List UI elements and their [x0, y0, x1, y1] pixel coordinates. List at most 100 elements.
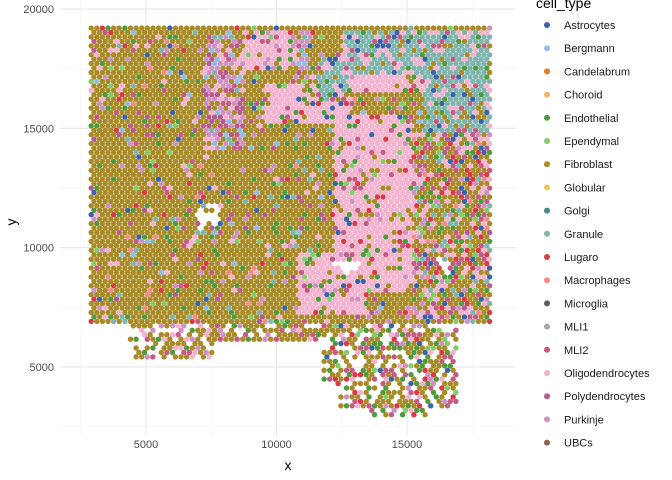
data-point: [290, 220, 296, 227]
data-point: [242, 38, 249, 45]
data-point: [282, 323, 288, 329]
data-point: [155, 105, 162, 111]
data-point: [312, 265, 319, 271]
data-point: [439, 145, 445, 151]
data-point: [422, 145, 428, 151]
data-point: [414, 265, 420, 271]
data-point: [383, 287, 389, 293]
data-point: [399, 225, 406, 231]
data-point: [355, 118, 361, 125]
data-point: [411, 332, 417, 338]
data-point: [318, 318, 324, 325]
data-point: [321, 83, 327, 89]
data-point: [296, 114, 302, 120]
data-point: [167, 43, 173, 49]
data-point: [203, 172, 209, 178]
data-point: [422, 74, 428, 80]
data-point: [470, 167, 476, 173]
data-point: [355, 83, 361, 89]
data-point: [105, 167, 111, 173]
data-point: [139, 25, 145, 31]
data-point: [273, 229, 280, 236]
data-point: [357, 309, 364, 316]
data-point: [96, 65, 103, 71]
data-point: [391, 176, 397, 182]
data-point: [360, 234, 366, 240]
data-point: [279, 167, 285, 173]
data-point: [209, 287, 215, 293]
data-point: [472, 278, 479, 285]
data-point: [186, 56, 193, 62]
data-point: [329, 87, 336, 94]
data-point: [315, 56, 322, 62]
data-point: [153, 56, 159, 62]
data-point: [158, 38, 164, 45]
data-point: [391, 212, 397, 218]
data-point: [242, 332, 249, 338]
data-point: [279, 52, 285, 58]
data-point: [486, 238, 493, 245]
data-point: [383, 189, 389, 196]
data-point: [192, 29, 198, 36]
data-point: [321, 207, 327, 213]
data-point: [161, 345, 167, 351]
data-point: [270, 243, 277, 249]
data-point: [456, 198, 462, 205]
data-point: [397, 274, 403, 280]
data-point: [360, 278, 366, 285]
data-point: [301, 203, 308, 209]
data-point: [200, 105, 207, 111]
data-point: [388, 83, 395, 89]
data-point: [183, 194, 190, 200]
data-point: [113, 216, 120, 222]
data-point: [324, 149, 330, 156]
data-point: [315, 163, 322, 169]
data-point: [153, 172, 159, 178]
data-point: [405, 83, 411, 89]
data-point: [99, 212, 106, 218]
data-point: [343, 47, 350, 53]
data-point: [245, 52, 251, 58]
data-point: [369, 158, 375, 165]
data-point: [91, 314, 97, 320]
data-point: [377, 225, 383, 231]
data-point: [447, 220, 453, 227]
data-point: [377, 207, 383, 213]
data-point: [214, 136, 221, 142]
data-point: [279, 114, 285, 120]
data-point: [486, 96, 493, 102]
data-point: [456, 189, 462, 196]
data-point: [228, 336, 235, 342]
data-point: [332, 323, 338, 329]
data-point: [341, 220, 347, 227]
data-point: [287, 38, 294, 45]
data-point: [442, 52, 448, 58]
data-point: [116, 34, 122, 40]
data-point: [195, 43, 201, 49]
data-point: [439, 65, 445, 71]
data-point: [341, 194, 347, 200]
data-point: [447, 212, 453, 218]
data-point: [273, 140, 280, 147]
data-point: [237, 56, 243, 62]
data-point: [369, 149, 375, 156]
data-point: [125, 145, 131, 151]
data-point: [461, 260, 468, 267]
data-point: [113, 74, 120, 80]
data-point: [211, 309, 218, 316]
data-point: [94, 185, 100, 191]
data-point: [430, 247, 437, 253]
data-point: [172, 25, 179, 31]
data-point: [130, 234, 136, 240]
data-point: [226, 47, 232, 53]
data-point: [102, 225, 108, 231]
data-point: [203, 314, 209, 320]
data-point: [108, 278, 114, 285]
data-point: [113, 269, 120, 276]
data-point: [141, 260, 148, 267]
data-point: [298, 234, 305, 240]
data-point: [279, 140, 285, 147]
data-point: [183, 123, 190, 129]
data-point: [144, 69, 150, 76]
data-point: [122, 194, 128, 200]
